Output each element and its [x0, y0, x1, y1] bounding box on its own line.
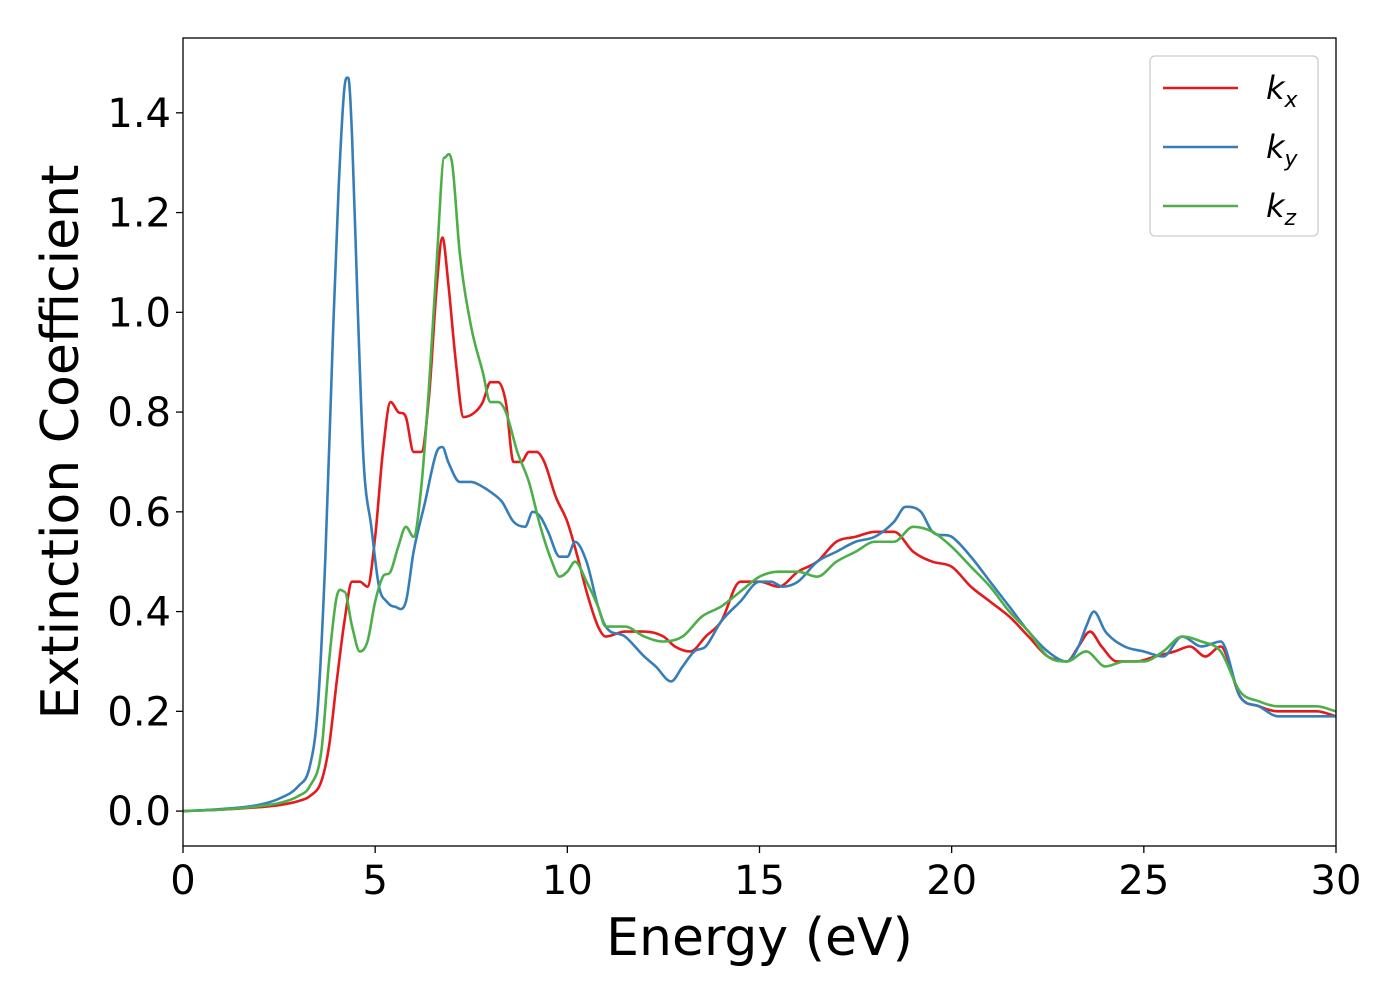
- y-tick-label: 1.2: [107, 191, 171, 237]
- legend: kx ky kz: [1149, 55, 1319, 237]
- series-line-x: [183, 236, 1336, 813]
- y-tick-label: 1.0: [107, 290, 171, 336]
- x-tick-label: 10: [542, 858, 593, 904]
- legend-label-y: ky: [1266, 128, 1299, 172]
- y-axis-title: Extinction Coefficient: [31, 165, 91, 720]
- y-tick-label: 0.2: [107, 689, 171, 735]
- x-tick-label: 0: [170, 858, 195, 904]
- series-line-y: [183, 76, 1336, 813]
- x-tick-label: 15: [734, 858, 785, 904]
- y-tick-label: 0.0: [107, 789, 171, 835]
- y-tick-label: 1.4: [107, 91, 171, 137]
- x-tick-label: 20: [926, 858, 977, 904]
- x-tick-label: 25: [1118, 858, 1169, 904]
- y-tick-label: 0.8: [107, 390, 171, 436]
- legend-label-x: kx: [1266, 69, 1299, 113]
- legend-label-z: kz: [1266, 187, 1297, 231]
- series-line-z: [183, 152, 1336, 813]
- x-tick-label: 30: [1311, 858, 1362, 904]
- y-tick-label: 0.4: [107, 590, 171, 636]
- series-layer: [183, 76, 1336, 813]
- x-axis-title: Energy (eV): [606, 908, 913, 968]
- ticks-layer: 0 5 10 15 20 25 30 0.0 0.2 0.4 0.6 0.8 1.0 1.2 1.4: [107, 91, 1361, 904]
- x-tick-label: 5: [362, 858, 387, 904]
- y-tick-label: 0.6: [107, 490, 171, 536]
